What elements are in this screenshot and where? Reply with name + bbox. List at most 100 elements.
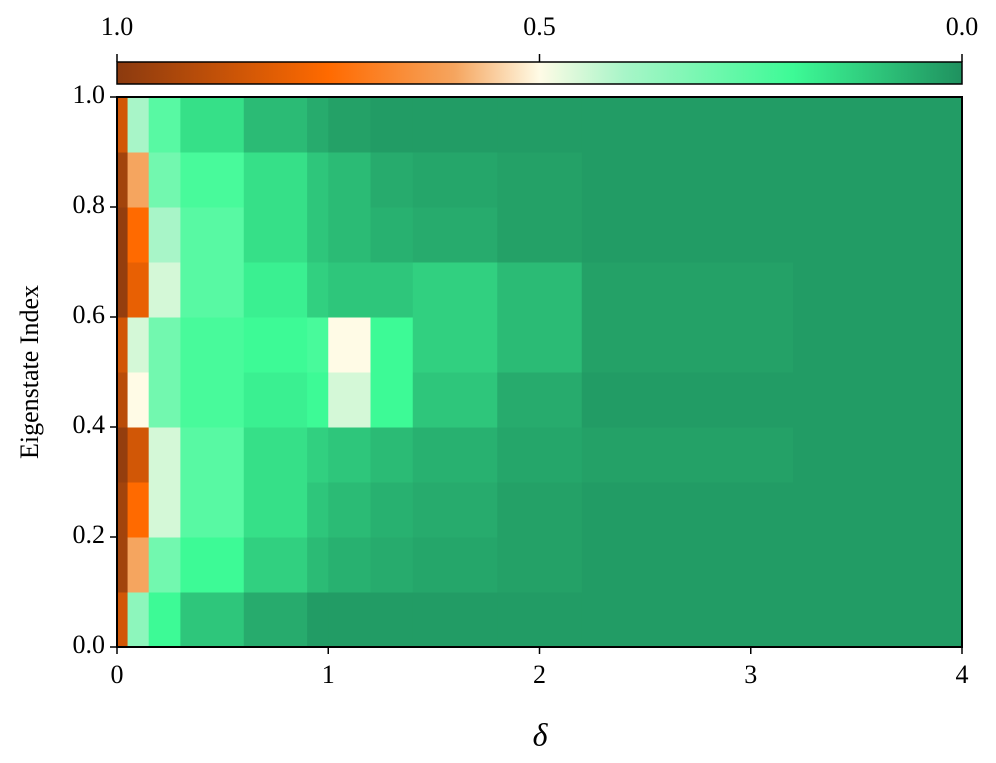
heatmap-cell xyxy=(581,592,794,648)
heatmap-cell xyxy=(148,317,181,373)
heatmap-cell xyxy=(370,537,414,593)
axes: 0 1 2 3 4 0.0 0.2 0.4 0.6 0.8 1.0 1.0 0.5 0.0 xyxy=(73,12,979,689)
heatmap-cell xyxy=(497,427,583,483)
heatmap-cell xyxy=(148,482,181,538)
heatmap-cell xyxy=(127,592,150,648)
heatmap-cell xyxy=(307,372,329,428)
heatmap-cell xyxy=(180,207,245,263)
heatmap-cell xyxy=(581,207,794,263)
heatmap-cell xyxy=(793,482,963,538)
heatmap-cell xyxy=(581,537,794,593)
heatmap-cell xyxy=(581,262,794,318)
heatmap-cell xyxy=(328,207,371,263)
heatmap-cell xyxy=(127,427,150,483)
y-tick-label: 0.2 xyxy=(73,520,106,549)
heatmap-cell xyxy=(117,262,129,318)
heatmap-cell xyxy=(148,97,181,153)
heatmap-cell xyxy=(581,427,794,483)
heatmap-cell xyxy=(127,207,150,263)
y-tick-label: 0.6 xyxy=(73,300,106,329)
heatmap-cell xyxy=(127,372,150,428)
heatmap-cell xyxy=(117,537,129,593)
heatmap-cell xyxy=(497,537,583,593)
heatmap-cell xyxy=(243,427,308,483)
heatmap-cell xyxy=(793,207,963,263)
heatmap-cell xyxy=(412,592,498,648)
heatmap-cell xyxy=(328,262,371,318)
heatmap-cell xyxy=(127,262,150,318)
heatmap-cell xyxy=(793,152,963,208)
heatmap-cell xyxy=(243,262,308,318)
heatmap-cell xyxy=(412,427,498,483)
heatmap-cell xyxy=(243,537,308,593)
heatmap-cell xyxy=(307,262,329,318)
heatmap-cell xyxy=(117,372,129,428)
heatmap-cell xyxy=(793,427,963,483)
heatmap-cell xyxy=(243,592,308,648)
y-tick-label: 0.8 xyxy=(73,190,106,219)
heatmap-cell xyxy=(180,262,245,318)
x-axis-label: δ xyxy=(533,716,549,752)
heatmap-cell xyxy=(581,482,794,538)
heatmap-cell xyxy=(117,97,129,153)
y-axis-label: Eigenstate Index xyxy=(15,285,44,459)
heatmap-cell xyxy=(127,482,150,538)
heatmap-cell xyxy=(497,372,583,428)
heatmap-cell xyxy=(180,592,245,648)
heatmap-cell xyxy=(412,262,498,318)
heatmap-cell xyxy=(412,97,498,153)
x-tick-label: 1 xyxy=(322,660,335,689)
heatmap-cell xyxy=(307,592,329,648)
heatmap-cell xyxy=(793,372,963,428)
heatmap-cell xyxy=(370,152,414,208)
heatmap-cell xyxy=(117,482,129,538)
heatmap-cell xyxy=(148,207,181,263)
heatmap-cell xyxy=(307,482,329,538)
heatmap-cell xyxy=(180,537,245,593)
heatmap-cell xyxy=(307,207,329,263)
heatmap-cell xyxy=(127,97,150,153)
heatmap-cell xyxy=(412,317,498,373)
heatmap-cell xyxy=(793,537,963,593)
heatmap-cell xyxy=(581,152,794,208)
heatmap xyxy=(117,97,963,648)
heatmap-cell xyxy=(328,152,371,208)
heatmap-cell xyxy=(243,97,308,153)
heatmap-cell xyxy=(497,207,583,263)
heatmap-cell xyxy=(243,372,308,428)
heatmap-cell xyxy=(370,262,414,318)
heatmap-cell xyxy=(307,97,329,153)
heatmap-cell xyxy=(370,97,414,153)
heatmap-cell xyxy=(497,317,583,373)
heatmap-cell xyxy=(412,207,498,263)
heatmap-cell xyxy=(581,317,794,373)
heatmap-cell xyxy=(117,427,129,483)
heatmap-cell xyxy=(793,97,963,153)
heatmap-cell xyxy=(148,262,181,318)
heatmap-cell xyxy=(148,592,181,648)
heatmap-cell xyxy=(328,592,371,648)
x-tick-label: 2 xyxy=(533,660,546,689)
colorbar xyxy=(116,61,963,85)
heatmap-cell xyxy=(127,537,150,593)
heatmap-cell xyxy=(243,207,308,263)
heatmap-cell xyxy=(180,482,245,538)
heatmap-cell xyxy=(307,427,329,483)
heatmap-cell xyxy=(497,592,583,648)
heatmap-cell xyxy=(117,592,129,648)
heatmap-cell xyxy=(148,152,181,208)
heatmap-cell xyxy=(307,152,329,208)
heatmap-cell xyxy=(328,482,371,538)
heatmap-cell xyxy=(412,372,498,428)
y-tick-label: 0.4 xyxy=(73,410,106,439)
x-tick-label: 3 xyxy=(744,660,757,689)
heatmap-cell xyxy=(117,207,129,263)
heatmap-cell xyxy=(307,537,329,593)
heatmap-cell xyxy=(497,482,583,538)
heatmap-cell xyxy=(412,152,498,208)
heatmap-cell xyxy=(370,427,414,483)
heatmap-cell xyxy=(793,262,963,318)
heatmap-cell xyxy=(180,317,245,373)
colorbar-tick-label: 0.0 xyxy=(946,12,979,41)
